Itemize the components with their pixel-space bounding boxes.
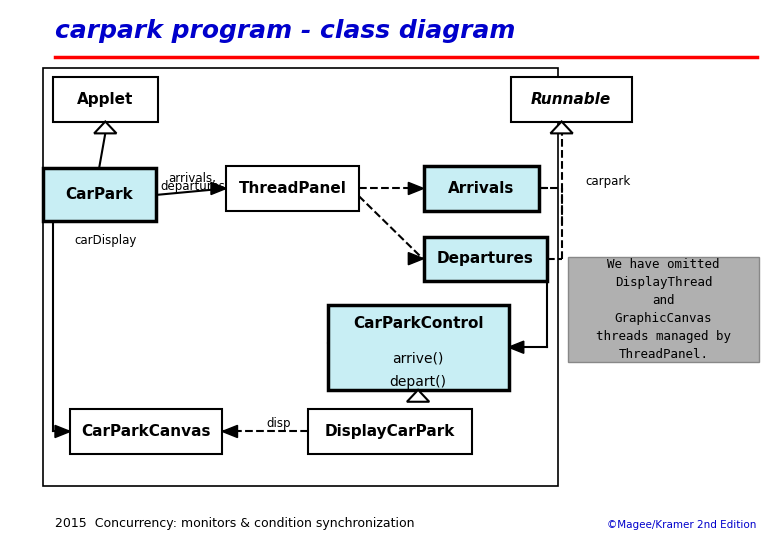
Polygon shape	[407, 390, 429, 402]
FancyBboxPatch shape	[424, 237, 547, 281]
Polygon shape	[409, 253, 424, 265]
Text: arrive(): arrive()	[392, 351, 444, 365]
Polygon shape	[211, 183, 226, 194]
Text: DisplayCarPark: DisplayCarPark	[324, 424, 456, 439]
Text: arrivals,: arrivals,	[168, 172, 217, 185]
Text: carpark: carpark	[585, 176, 630, 188]
Text: We have omitted
DisplayThread
and
GraphicCanvas
threads managed by
ThreadPanel.: We have omitted DisplayThread and Graphi…	[596, 258, 731, 361]
Polygon shape	[55, 426, 70, 437]
Text: departures: departures	[160, 180, 225, 193]
FancyBboxPatch shape	[43, 168, 156, 221]
Polygon shape	[551, 122, 573, 133]
FancyBboxPatch shape	[226, 166, 359, 211]
Text: carDisplay: carDisplay	[74, 234, 136, 247]
Text: ThreadPanel: ThreadPanel	[239, 181, 346, 196]
Text: ©Magee/Kramer 2nd Edition: ©Magee/Kramer 2nd Edition	[607, 520, 757, 530]
Text: CarParkControl: CarParkControl	[353, 316, 484, 331]
FancyBboxPatch shape	[43, 68, 558, 486]
Text: carpark program - class diagram: carpark program - class diagram	[55, 19, 515, 43]
Text: CarPark: CarPark	[66, 187, 133, 202]
FancyBboxPatch shape	[308, 409, 472, 454]
Text: Runnable: Runnable	[531, 92, 611, 107]
Text: disp: disp	[266, 417, 291, 430]
FancyBboxPatch shape	[53, 77, 158, 122]
Polygon shape	[509, 341, 524, 353]
Text: CarParkCanvas: CarParkCanvas	[81, 424, 211, 439]
Polygon shape	[409, 183, 424, 194]
FancyBboxPatch shape	[70, 409, 222, 454]
Polygon shape	[94, 122, 116, 133]
Text: depart(): depart()	[389, 375, 447, 389]
Text: Departures: Departures	[437, 251, 534, 266]
FancyBboxPatch shape	[511, 77, 632, 122]
FancyBboxPatch shape	[328, 305, 509, 390]
Text: 2015  Concurrency: monitors & condition synchronization: 2015 Concurrency: monitors & condition s…	[55, 517, 414, 530]
FancyBboxPatch shape	[424, 166, 539, 211]
Text: Applet: Applet	[77, 92, 133, 107]
Text: Arrivals: Arrivals	[448, 181, 515, 196]
Polygon shape	[222, 426, 237, 437]
FancyBboxPatch shape	[568, 256, 759, 362]
